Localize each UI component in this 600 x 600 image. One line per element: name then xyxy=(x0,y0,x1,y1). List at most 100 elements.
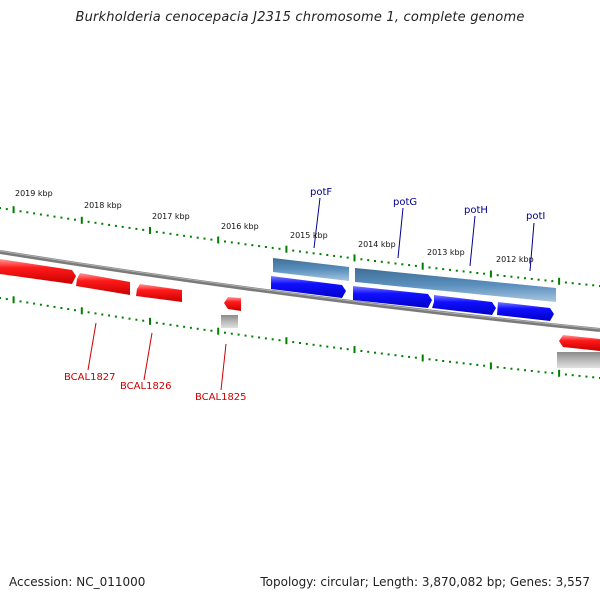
topology-summary-text: Topology: circular; Length: 3,870,082 bp… xyxy=(260,575,590,589)
scale-minor-tick xyxy=(74,309,76,312)
scale-major-tick xyxy=(12,206,15,214)
scale-minor-tick xyxy=(0,297,1,299)
forward-genes xyxy=(271,258,556,321)
scale-minor-tick xyxy=(333,254,336,257)
gene-feature-bcal1825[interactable] xyxy=(224,297,241,311)
scale-minor-tick xyxy=(67,308,70,311)
gene-feature-poth[interactable] xyxy=(432,295,496,315)
scale-minor-tick xyxy=(258,245,261,248)
scale-minor-tick xyxy=(87,311,90,314)
scale-major-tick xyxy=(80,216,83,224)
scale-minor-tick xyxy=(94,221,97,224)
scale-minor-tick xyxy=(19,210,22,213)
gene-feature-grey[interactable] xyxy=(221,315,238,328)
scale-minor-tick xyxy=(428,266,431,269)
gene-feature-potf-steel[interactable] xyxy=(273,258,349,281)
scale-major-tick xyxy=(285,245,288,253)
scale-minor-tick xyxy=(46,304,49,307)
scale-label: 2017 kbp xyxy=(152,212,190,221)
scale-minor-tick xyxy=(271,338,274,341)
scale-minor-tick xyxy=(408,264,411,267)
gene-label-potg[interactable]: potG xyxy=(393,197,417,208)
gene-label-potf[interactable]: potF xyxy=(310,187,332,198)
scale-minor-tick xyxy=(380,352,383,355)
scale-minor-tick xyxy=(121,225,124,228)
scale-minor-tick xyxy=(155,321,158,324)
scale-minor-tick xyxy=(339,255,342,258)
gene-label-bcal1825[interactable]: BCAL1825 xyxy=(195,392,247,403)
scale-minor-tick xyxy=(264,246,267,248)
gene-feature[interactable] xyxy=(559,335,600,351)
gene-label-poth[interactable]: potH xyxy=(464,205,488,216)
scale-minor-tick xyxy=(128,317,131,320)
scale-minor-tick xyxy=(455,269,458,272)
scale-minor-tick xyxy=(264,337,267,340)
scale-minor-tick xyxy=(319,344,322,347)
gene-feature-bcal1827[interactable] xyxy=(76,273,130,295)
scale-minor-tick xyxy=(203,328,206,331)
scale-major-tick xyxy=(421,354,424,362)
scale-minor-tick xyxy=(530,277,533,280)
scale-minor-tick xyxy=(169,323,172,326)
scale-major-tick xyxy=(421,262,424,270)
scale-minor-tick xyxy=(408,355,411,358)
scale-minor-tick xyxy=(224,331,226,334)
gene-label-bcal1826[interactable]: BCAL1826 xyxy=(120,381,172,392)
scale-minor-tick xyxy=(299,342,301,344)
scale-minor-tick xyxy=(585,283,588,286)
scale-minor-tick xyxy=(530,369,533,372)
scale-minor-tick xyxy=(271,246,274,249)
scale-minor-tick xyxy=(442,360,445,362)
scale-minor-tick xyxy=(244,334,247,337)
gene-feature-potg-steel[interactable] xyxy=(355,268,556,302)
scale-minor-tick xyxy=(578,282,581,285)
scale-minor-tick xyxy=(394,262,397,265)
scale-minor-tick xyxy=(483,272,486,275)
scale-minor-tick xyxy=(387,261,390,264)
scale-minor-tick xyxy=(414,264,417,267)
scale-minor-tick xyxy=(108,223,111,226)
scale-minor-tick xyxy=(346,256,349,259)
scale-minor-tick xyxy=(571,374,574,377)
scale-label: 2016 kbp xyxy=(221,222,259,231)
scale-minor-tick xyxy=(251,244,254,247)
scale-minor-tick xyxy=(564,373,567,376)
scale-label: 2019 kbp xyxy=(15,189,53,198)
scale-minor-tick xyxy=(237,333,240,336)
scale-minor-tick xyxy=(135,318,138,321)
scale-minor-tick xyxy=(230,332,233,335)
scale-minor-tick xyxy=(469,363,472,366)
genome-backbone xyxy=(0,250,600,332)
scale-minor-tick xyxy=(189,326,192,329)
scale-minor-tick xyxy=(387,353,390,356)
scale-minor-tick xyxy=(299,250,301,253)
scale-minor-tick xyxy=(176,324,179,327)
scale-minor-tick xyxy=(39,303,42,306)
scale-minor-tick xyxy=(292,249,295,252)
scale-minor-tick xyxy=(374,351,376,354)
scale-major-tick xyxy=(558,369,561,377)
scale-minor-tick xyxy=(183,234,186,237)
gene-feature-potf[interactable] xyxy=(271,276,346,298)
scale-minor-tick xyxy=(39,213,42,216)
gene-label-poti[interactable]: potI xyxy=(526,211,545,222)
scale-minor-tick xyxy=(339,347,342,350)
gene-feature-grey[interactable] xyxy=(557,352,600,368)
scale-minor-tick xyxy=(537,278,540,281)
gene-feature[interactable] xyxy=(0,259,76,284)
scale-major-tick xyxy=(149,226,151,234)
scale-minor-tick xyxy=(121,316,124,319)
gene-label-bcal1827[interactable]: BCAL1827 xyxy=(64,372,116,383)
scale-minor-tick xyxy=(367,259,370,262)
scale-minor-tick xyxy=(551,372,554,375)
gene-feature-bcal1826[interactable] xyxy=(136,284,182,302)
scale-minor-tick xyxy=(258,336,261,339)
scale-minor-tick xyxy=(196,327,199,330)
gene-feature-poti[interactable] xyxy=(497,302,554,321)
scale-minor-tick xyxy=(312,343,315,346)
scale-major-tick xyxy=(353,346,356,354)
gene-feature-potg[interactable] xyxy=(353,286,432,308)
scale-minor-tick xyxy=(510,275,513,278)
scale-minor-tick xyxy=(162,322,165,325)
